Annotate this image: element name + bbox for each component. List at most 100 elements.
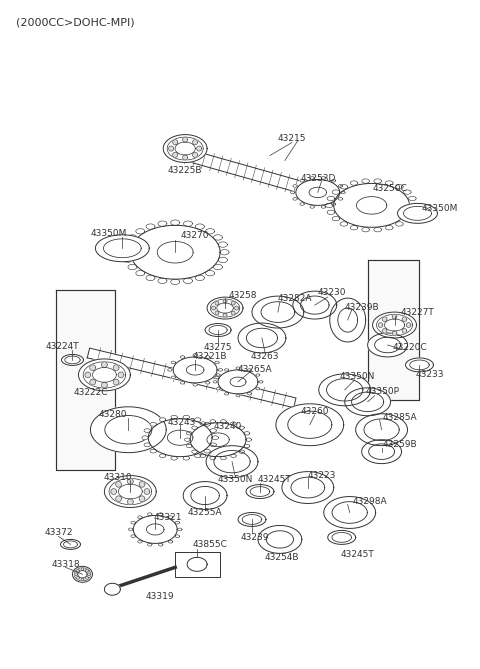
Text: 43350N: 43350N: [217, 475, 252, 484]
Polygon shape: [113, 365, 119, 371]
Polygon shape: [192, 140, 198, 145]
Polygon shape: [321, 205, 325, 208]
Text: 43240: 43240: [214, 422, 242, 432]
Polygon shape: [102, 362, 107, 367]
Text: 43225B: 43225B: [168, 166, 203, 175]
Polygon shape: [123, 257, 132, 263]
Polygon shape: [129, 528, 133, 531]
Polygon shape: [221, 419, 226, 423]
Polygon shape: [225, 393, 228, 395]
Polygon shape: [392, 331, 397, 336]
Polygon shape: [327, 210, 335, 215]
Polygon shape: [238, 323, 286, 353]
Text: 43239: 43239: [240, 533, 269, 542]
Polygon shape: [341, 191, 345, 194]
Polygon shape: [256, 387, 260, 390]
Polygon shape: [282, 472, 334, 504]
Polygon shape: [136, 270, 145, 276]
Polygon shape: [192, 450, 197, 454]
Polygon shape: [293, 291, 336, 319]
Polygon shape: [159, 454, 166, 458]
Polygon shape: [385, 181, 393, 185]
Polygon shape: [144, 488, 150, 494]
Polygon shape: [327, 196, 335, 201]
Polygon shape: [402, 328, 407, 333]
Text: 43275: 43275: [204, 343, 232, 353]
Polygon shape: [223, 299, 227, 303]
Text: 43270: 43270: [181, 231, 209, 240]
Polygon shape: [138, 516, 142, 518]
Polygon shape: [328, 531, 356, 545]
Polygon shape: [128, 478, 133, 484]
Polygon shape: [258, 525, 302, 553]
Text: 43254B: 43254B: [264, 553, 299, 562]
Polygon shape: [183, 155, 188, 160]
Polygon shape: [368, 333, 408, 357]
Polygon shape: [338, 185, 343, 187]
Polygon shape: [168, 369, 172, 371]
Polygon shape: [76, 577, 79, 579]
Polygon shape: [382, 328, 387, 333]
Text: 43265A: 43265A: [238, 365, 272, 375]
Polygon shape: [296, 179, 340, 205]
Text: 43350N: 43350N: [340, 373, 375, 381]
Polygon shape: [183, 137, 188, 142]
Polygon shape: [256, 374, 260, 376]
Polygon shape: [207, 297, 243, 319]
Polygon shape: [81, 568, 84, 571]
Polygon shape: [113, 379, 119, 385]
Text: 43245T: 43245T: [258, 475, 292, 484]
Polygon shape: [239, 426, 244, 429]
Polygon shape: [218, 257, 228, 263]
Polygon shape: [230, 422, 236, 425]
Text: 43223: 43223: [308, 471, 336, 480]
Text: 43298A: 43298A: [352, 497, 387, 506]
Polygon shape: [397, 203, 437, 223]
Polygon shape: [205, 229, 215, 234]
Polygon shape: [147, 513, 152, 516]
Polygon shape: [200, 422, 205, 425]
Polygon shape: [325, 203, 333, 207]
Polygon shape: [131, 535, 135, 538]
Polygon shape: [332, 190, 340, 194]
Polygon shape: [213, 381, 217, 383]
Polygon shape: [173, 357, 217, 383]
Polygon shape: [197, 146, 202, 151]
Polygon shape: [368, 260, 420, 400]
Polygon shape: [350, 225, 358, 230]
Polygon shape: [171, 279, 180, 284]
Polygon shape: [396, 185, 403, 189]
Polygon shape: [178, 528, 182, 531]
Polygon shape: [362, 227, 370, 232]
Polygon shape: [374, 227, 382, 232]
Polygon shape: [171, 376, 176, 379]
Polygon shape: [158, 278, 167, 284]
Polygon shape: [215, 361, 219, 364]
Polygon shape: [131, 521, 135, 524]
Polygon shape: [81, 578, 84, 581]
Polygon shape: [87, 348, 296, 407]
Polygon shape: [193, 354, 197, 357]
Polygon shape: [350, 181, 358, 185]
Polygon shape: [332, 217, 340, 221]
Polygon shape: [85, 577, 88, 579]
Polygon shape: [78, 359, 130, 391]
Text: 43372: 43372: [44, 528, 73, 537]
Polygon shape: [382, 317, 387, 322]
Polygon shape: [128, 235, 137, 240]
Polygon shape: [163, 134, 207, 163]
Polygon shape: [246, 438, 252, 442]
Polygon shape: [215, 301, 219, 305]
Polygon shape: [177, 147, 356, 208]
Polygon shape: [410, 203, 418, 207]
Text: 43224T: 43224T: [46, 343, 79, 351]
Polygon shape: [183, 415, 190, 419]
Polygon shape: [345, 388, 391, 415]
Polygon shape: [404, 190, 411, 194]
Polygon shape: [235, 306, 239, 310]
Polygon shape: [90, 365, 96, 371]
Polygon shape: [330, 298, 366, 342]
Polygon shape: [96, 235, 149, 262]
Polygon shape: [404, 217, 411, 221]
Polygon shape: [374, 179, 382, 183]
